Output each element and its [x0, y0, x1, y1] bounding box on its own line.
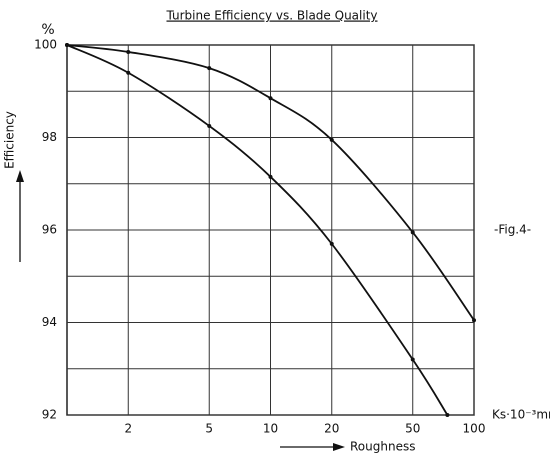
x-arrowhead — [333, 443, 345, 451]
x-tick-label: 50 — [405, 422, 420, 436]
point — [329, 241, 334, 246]
point — [268, 96, 273, 101]
point — [126, 70, 131, 75]
y-arrowhead — [16, 170, 24, 182]
y-tick-label: 94 — [42, 315, 57, 329]
x-tick-label: 2 — [124, 422, 132, 436]
y-tick-label: 92 — [42, 408, 57, 422]
y-tick-label: 100 — [34, 38, 57, 52]
x-tick-label: 100 — [463, 422, 486, 436]
x-unit: Ks·10⁻³mm — [492, 408, 550, 422]
point — [126, 49, 131, 54]
point — [329, 137, 334, 142]
x-tick-label: 20 — [324, 422, 339, 436]
annotation: -Fig.4- — [494, 223, 531, 237]
point — [65, 43, 69, 47]
point — [472, 318, 476, 323]
point — [445, 413, 450, 417]
point — [268, 174, 273, 179]
x-axis-label: Roughness — [350, 440, 415, 453]
x-tick-label: 10 — [263, 422, 278, 436]
point — [207, 123, 212, 128]
y-tick-label: 98 — [42, 130, 57, 144]
point — [207, 66, 212, 71]
x-tick-label: 5 — [205, 422, 213, 436]
y-unit: % — [41, 22, 54, 38]
point — [410, 357, 415, 362]
point — [410, 230, 415, 235]
chart-title: Turbine Efficiency vs. Blade Quality — [165, 9, 377, 23]
y-axis-label: Efficiency — [3, 111, 17, 169]
y-tick-label: 96 — [42, 223, 57, 237]
